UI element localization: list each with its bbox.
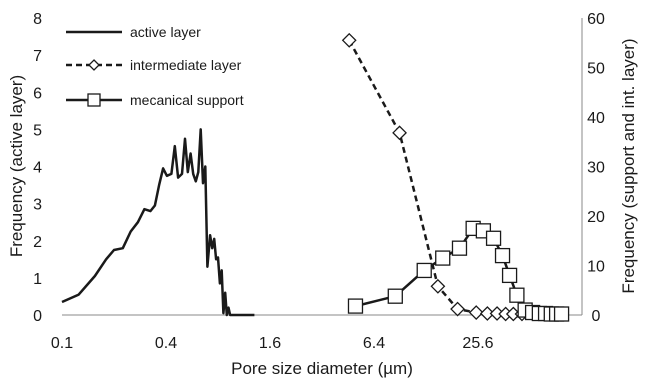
- x-tick-label: 0.4: [155, 335, 177, 352]
- y-left-tick-label: 0: [33, 308, 42, 325]
- x-tick-labels: 0.1 0.4 1.6 6.4 25.6: [51, 335, 494, 352]
- y-left-axis-title: Frequency (active layer): [7, 75, 26, 257]
- legend-label-intermediate-layer: intermediate layer: [130, 57, 242, 73]
- data-point-square: [485, 230, 502, 246]
- data-point-diamond: [479, 306, 495, 321]
- data-point-square: [416, 262, 432, 279]
- y-left-tick-label: 6: [33, 85, 42, 102]
- data-point-square: [451, 240, 468, 256]
- x-tick-label: 0.1: [51, 335, 73, 352]
- data-point-square: [387, 288, 403, 304]
- y-left-tick-label: 1: [33, 271, 42, 288]
- y-right-axis-title: Frequency (support and int. layer): [619, 38, 638, 293]
- y-left-tick-label: 4: [33, 160, 42, 177]
- data-point-square: [347, 298, 364, 314]
- y-left-tick-label: 2: [33, 234, 42, 251]
- y-right-tick-label: 60: [587, 11, 605, 28]
- y-right-tick-label: 10: [587, 259, 605, 276]
- data-point-square: [553, 306, 570, 322]
- y-right-tick-label: 20: [587, 209, 605, 226]
- data-point-diamond: [430, 278, 446, 294]
- x-tick-label: 6.4: [363, 335, 385, 352]
- y-left-tick-label: 5: [33, 122, 42, 139]
- legend: active layer intermediate layer mecanica…: [66, 24, 244, 108]
- y-right-tick-label: 50: [587, 61, 605, 78]
- series-line-active-layer: [61, 128, 255, 317]
- data-point-square: [435, 250, 451, 266]
- y-left-tick-label: 8: [33, 11, 42, 28]
- legend-label-active-layer: active layer: [130, 24, 201, 40]
- data-point-square: [509, 287, 525, 303]
- y-left-tick-label: 7: [33, 48, 42, 65]
- data-point-diamond: [341, 32, 357, 48]
- y-left-tick-labels: 0 1 2 3 4 5 6 7 8: [33, 11, 42, 325]
- legend-marker-square: [87, 93, 101, 107]
- y-right-tick-label: 30: [587, 160, 605, 177]
- x-tick-label: 25.6: [462, 335, 493, 352]
- legend-label-mecanical-support: mecanical support: [130, 92, 244, 108]
- y-right-tick-label: 0: [592, 308, 601, 325]
- x-tick-label: 1.6: [259, 335, 281, 352]
- y-right-tick-label: 40: [587, 110, 605, 127]
- y-left-tick-label: 3: [33, 197, 42, 214]
- series-layer: [61, 32, 570, 322]
- series-line-intermediate-layer: [348, 39, 522, 316]
- data-point-square: [501, 267, 518, 284]
- legend-marker-diamond: [88, 59, 100, 71]
- data-point-square: [494, 247, 511, 264]
- data-point-diamond: [450, 301, 466, 317]
- x-axis-title: Pore size diameter (µm): [231, 359, 413, 378]
- y-right-tick-labels: 0 10 20 30 40 50 60: [587, 11, 605, 325]
- data-point-diamond: [392, 125, 407, 141]
- data-point-diamond: [468, 305, 484, 320]
